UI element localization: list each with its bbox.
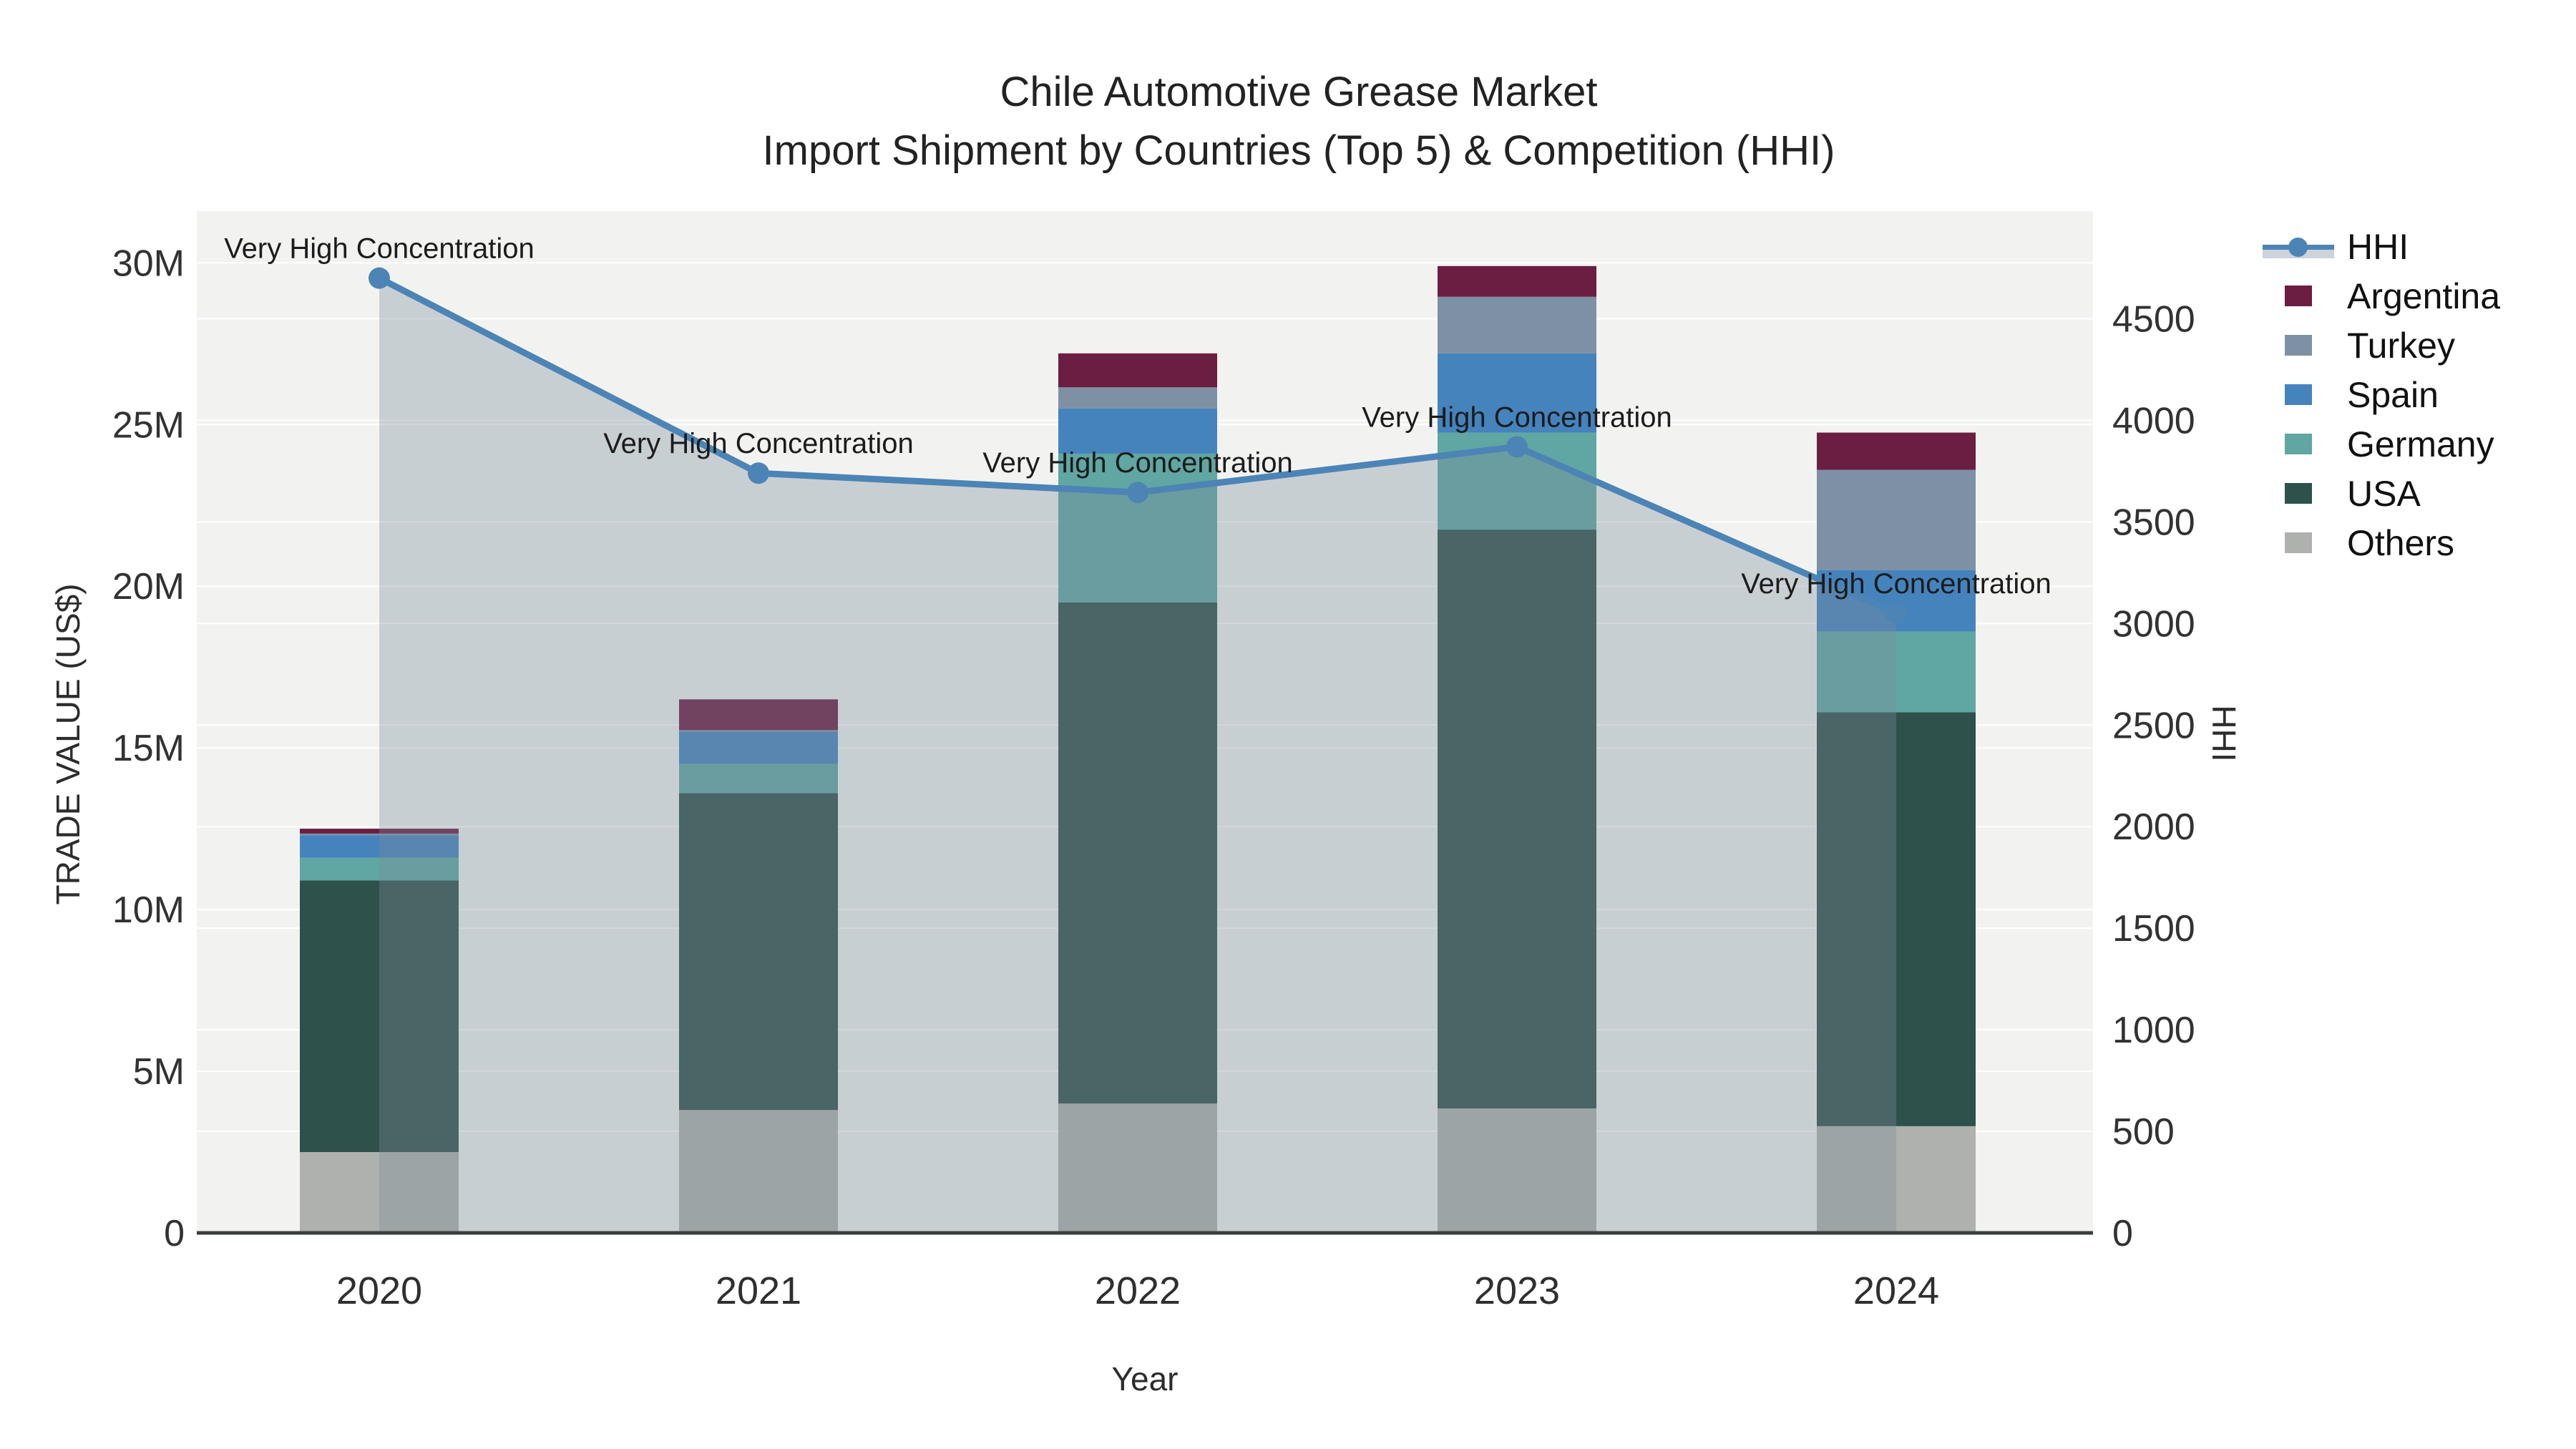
x-axis-tick: 2020 bbox=[336, 1269, 422, 1312]
right-axis-tick: 4000 bbox=[2112, 400, 2195, 441]
bar-segment-spain-2021[interactable] bbox=[679, 731, 838, 764]
hhi-marker-2024[interactable] bbox=[1885, 602, 1907, 625]
hhi-marker-2020[interactable] bbox=[369, 267, 390, 289]
bar-segment-usa-2023[interactable] bbox=[1438, 530, 1596, 1109]
bar-segment-turkey-2021[interactable] bbox=[679, 730, 838, 732]
legend-item-germany[interactable]: Germany bbox=[2260, 419, 2500, 469]
right-axis-tick: 2000 bbox=[2112, 806, 2195, 848]
legend-label: Others bbox=[2347, 522, 2455, 563]
legend-item-turkey[interactable]: Turkey bbox=[2260, 321, 2500, 370]
legend: HHI Argentina Turkey Spain Germany USA O… bbox=[2260, 222, 2500, 567]
legend-label: Turkey bbox=[2347, 325, 2455, 366]
bar-segment-others-2024[interactable] bbox=[1817, 1126, 1976, 1233]
right-axis-tick: 2500 bbox=[2112, 705, 2195, 746]
x-axis-tick: 2022 bbox=[1095, 1269, 1181, 1312]
x-axis-tick: 2023 bbox=[1474, 1269, 1560, 1312]
bar-segment-germany-2020[interactable] bbox=[300, 857, 459, 881]
legend-label: Germany bbox=[2347, 424, 2494, 464]
legend-label: USA bbox=[2347, 473, 2421, 514]
left-axis-tick: 10M bbox=[112, 889, 185, 931]
bar-segment-argentina-2023[interactable] bbox=[1438, 265, 1596, 297]
legend-item-hhi[interactable]: HHI bbox=[2260, 222, 2500, 271]
bar-segment-argentina-2022[interactable] bbox=[1058, 353, 1217, 388]
bar-segment-usa-2021[interactable] bbox=[679, 793, 838, 1111]
hhi-line-sample-icon bbox=[2260, 233, 2337, 261]
left-axis-tick: 5M bbox=[133, 1051, 185, 1093]
bar-segment-germany-2022[interactable] bbox=[1058, 453, 1217, 602]
legend-item-others[interactable]: Others bbox=[2260, 518, 2500, 567]
bar-segment-usa-2024[interactable] bbox=[1817, 712, 1976, 1126]
chart-title: Chile Automotive Grease Market Import Sh… bbox=[763, 63, 1835, 180]
hhi-marker-2021[interactable] bbox=[748, 462, 769, 484]
bar-segment-spain-2023[interactable] bbox=[1438, 353, 1596, 433]
right-axis-tick: 1500 bbox=[2112, 908, 2195, 950]
bar-segment-others-2021[interactable] bbox=[679, 1110, 838, 1233]
x-axis-title: Year bbox=[1111, 1360, 1179, 1397]
turkey-swatch-icon bbox=[2285, 335, 2312, 356]
germany-swatch-icon bbox=[2285, 434, 2312, 454]
left-axis-tick: 20M bbox=[112, 566, 185, 608]
annotation-2021: Very High Concentration bbox=[603, 428, 914, 459]
right-axis-tick: 500 bbox=[2112, 1111, 2175, 1153]
legend-label: Argentina bbox=[2347, 275, 2501, 316]
bar-segment-others-2020[interactable] bbox=[300, 1152, 459, 1233]
hhi-marker-2022[interactable] bbox=[1127, 482, 1148, 504]
annotation-2020: Very High Concentration bbox=[224, 233, 535, 265]
right-axis-tick: 1000 bbox=[2112, 1010, 2195, 1051]
bar-segment-turkey-2020[interactable] bbox=[300, 833, 459, 836]
bar-segment-spain-2020[interactable] bbox=[300, 835, 459, 858]
legend-label: HHI bbox=[2347, 226, 2409, 267]
legend-label: Spain bbox=[2347, 374, 2439, 415]
bar-segment-argentina-2024[interactable] bbox=[1817, 432, 1976, 470]
right-axis-tick: 4500 bbox=[2112, 298, 2195, 340]
hhi-marker-2023[interactable] bbox=[1506, 436, 1528, 458]
annotation-2024: Very High Concentration bbox=[1741, 568, 2051, 600]
left-axis-tick: 0 bbox=[164, 1213, 185, 1254]
x-axis-tick: 2021 bbox=[716, 1269, 801, 1312]
bar-segment-usa-2022[interactable] bbox=[1058, 602, 1217, 1104]
right-axis-title: HHI bbox=[2205, 705, 2243, 762]
legend-item-argentina[interactable]: Argentina bbox=[2260, 271, 2500, 321]
bar-segment-turkey-2023[interactable] bbox=[1438, 296, 1596, 353]
argentina-swatch-icon bbox=[2285, 286, 2312, 306]
spain-swatch-icon bbox=[2285, 384, 2312, 405]
bar-segment-argentina-2020[interactable] bbox=[300, 829, 459, 834]
legend-item-usa[interactable]: USA bbox=[2260, 469, 2500, 518]
bar-segment-turkey-2024[interactable] bbox=[1817, 469, 1976, 570]
hhi-area-fill bbox=[379, 278, 1896, 1233]
annotation-2022: Very High Concentration bbox=[982, 447, 1293, 479]
bar-segment-others-2023[interactable] bbox=[1438, 1108, 1596, 1233]
right-axis-tick: 3500 bbox=[2112, 502, 2195, 543]
chart-title-line1: Chile Automotive Grease Market bbox=[1000, 69, 1598, 115]
bar-segment-usa-2020[interactable] bbox=[300, 880, 459, 1153]
annotation-2023: Very High Concentration bbox=[1362, 401, 1672, 433]
bar-segment-turkey-2022[interactable] bbox=[1058, 387, 1217, 409]
left-axis-tick: 25M bbox=[112, 404, 185, 446]
x-axis-tick: 2024 bbox=[1853, 1269, 1939, 1312]
others-swatch-icon bbox=[2285, 532, 2312, 553]
bar-segment-spain-2022[interactable] bbox=[1058, 408, 1217, 454]
right-axis-tick: 3000 bbox=[2112, 603, 2195, 645]
bar-segment-germany-2024[interactable] bbox=[1817, 631, 1976, 713]
left-axis-tick: 30M bbox=[112, 243, 185, 284]
usa-swatch-icon bbox=[2285, 483, 2312, 504]
bar-segment-others-2022[interactable] bbox=[1058, 1103, 1217, 1233]
chart-title-line2: Import Shipment by Countries (Top 5) & C… bbox=[762, 127, 1835, 174]
legend-item-spain[interactable]: Spain bbox=[2260, 370, 2500, 419]
bar-segment-germany-2021[interactable] bbox=[679, 763, 838, 794]
left-axis-title: TRADE VALUE (US$) bbox=[49, 583, 87, 905]
bar-segment-argentina-2021[interactable] bbox=[679, 699, 838, 731]
left-axis-tick: 15M bbox=[112, 728, 185, 769]
right-axis-tick: 0 bbox=[2112, 1213, 2133, 1254]
